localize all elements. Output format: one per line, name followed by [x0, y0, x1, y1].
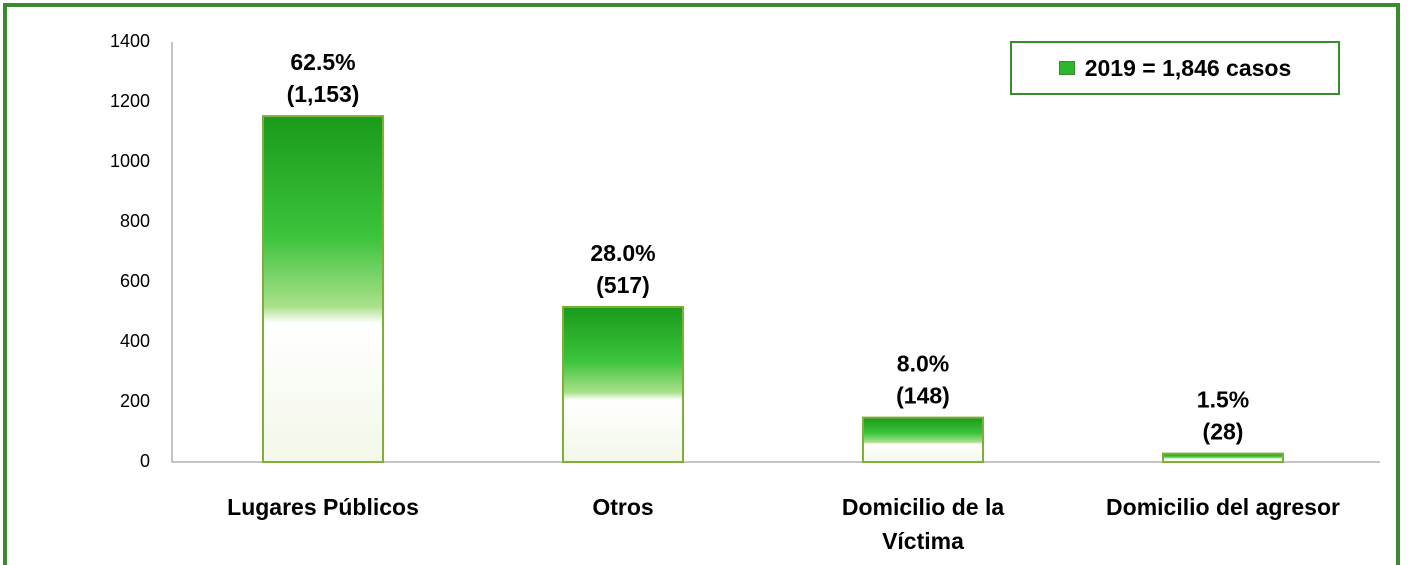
- y-tick-label: 400: [120, 331, 150, 351]
- bar: [862, 416, 984, 464]
- y-tick-label: 200: [120, 391, 150, 411]
- y-tick-label: 1400: [110, 31, 150, 51]
- legend-swatch: [1058, 61, 1075, 75]
- value-label: 8.0%: [897, 351, 949, 377]
- y-tick-label: 1200: [110, 91, 150, 111]
- y-tick-label: 800: [120, 211, 150, 231]
- y-tick-label: 1000: [110, 151, 150, 171]
- bar: [262, 115, 384, 463]
- bar: [562, 305, 684, 463]
- y-tick-label: 0: [140, 451, 150, 471]
- x-tick-label: Domicilio del agresor: [1106, 494, 1340, 520]
- value-label: 28.0%: [590, 240, 655, 266]
- x-tick-label: Lugares Públicos: [227, 494, 419, 520]
- value-label: 1.5%: [1197, 387, 1249, 413]
- legend: 2019 = 1,846 casos: [1010, 41, 1340, 95]
- frame: [3, 3, 1400, 565]
- value-label: 62.5%: [290, 49, 355, 75]
- y-tick-label: 600: [120, 271, 150, 291]
- value-label: (1,153): [287, 81, 360, 107]
- bar: [1162, 452, 1284, 464]
- x-tick-label: Otros: [592, 494, 654, 520]
- value-label: (517): [596, 272, 650, 298]
- value-label: (148): [896, 383, 950, 409]
- value-label: (28): [1203, 419, 1244, 445]
- x-tick-label: Domicilio de la Víctima: [841, 494, 1005, 554]
- legend-label: 2019 = 1,846 casos: [1084, 54, 1292, 81]
